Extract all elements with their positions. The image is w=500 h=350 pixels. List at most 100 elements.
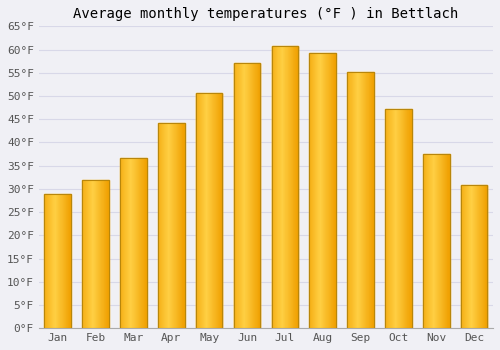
Bar [212, 93, 213, 328]
Bar [389, 110, 390, 328]
Bar [385, 110, 386, 328]
Bar [94, 180, 95, 328]
Bar [205, 93, 206, 328]
Bar [176, 123, 177, 328]
Bar [169, 123, 170, 328]
Bar [321, 53, 322, 328]
Bar [272, 46, 273, 328]
Bar [133, 158, 134, 328]
Bar [479, 185, 480, 328]
Bar [46, 194, 47, 328]
Bar [63, 194, 64, 328]
Bar [197, 93, 198, 328]
Bar [44, 194, 71, 328]
Bar [93, 180, 94, 328]
Bar [236, 63, 237, 328]
Bar [484, 185, 486, 328]
Bar [47, 194, 48, 328]
Bar [196, 93, 222, 328]
Bar [373, 72, 374, 328]
Bar [130, 158, 131, 328]
Bar [335, 53, 336, 328]
Bar [333, 53, 334, 328]
Bar [89, 180, 90, 328]
Bar [466, 185, 467, 328]
Bar [65, 194, 66, 328]
Bar [96, 180, 97, 328]
Bar [237, 63, 238, 328]
Bar [126, 158, 127, 328]
Bar [432, 154, 433, 328]
Bar [135, 158, 136, 328]
Bar [397, 110, 398, 328]
Bar [448, 154, 449, 328]
Bar [60, 194, 61, 328]
Bar [259, 63, 260, 328]
Bar [173, 123, 174, 328]
Bar [179, 123, 180, 328]
Bar [431, 154, 432, 328]
Bar [250, 63, 251, 328]
Bar [209, 93, 210, 328]
Bar [165, 123, 166, 328]
Bar [201, 93, 202, 328]
Bar [258, 63, 259, 328]
Bar [348, 72, 349, 328]
Bar [358, 72, 359, 328]
Bar [181, 123, 182, 328]
Bar [164, 123, 165, 328]
Bar [122, 158, 123, 328]
Bar [85, 180, 86, 328]
Bar [256, 63, 257, 328]
Bar [158, 123, 159, 328]
Bar [316, 53, 317, 328]
Bar [350, 72, 351, 328]
Bar [144, 158, 145, 328]
Bar [62, 194, 63, 328]
Bar [482, 185, 483, 328]
Bar [221, 93, 222, 328]
Bar [332, 53, 333, 328]
Bar [387, 110, 388, 328]
Bar [362, 72, 363, 328]
Bar [105, 180, 106, 328]
Bar [356, 72, 357, 328]
Bar [478, 185, 479, 328]
Bar [124, 158, 125, 328]
Bar [348, 72, 374, 328]
Bar [50, 194, 51, 328]
Bar [160, 123, 161, 328]
Bar [290, 46, 291, 328]
Bar [367, 72, 368, 328]
Bar [183, 123, 184, 328]
Bar [445, 154, 446, 328]
Bar [364, 72, 365, 328]
Bar [274, 46, 275, 328]
Bar [235, 63, 236, 328]
Bar [137, 158, 138, 328]
Bar [334, 53, 335, 328]
Bar [447, 154, 448, 328]
Bar [326, 53, 327, 328]
Bar [45, 194, 46, 328]
Bar [68, 194, 69, 328]
Bar [213, 93, 214, 328]
Bar [395, 110, 396, 328]
Bar [349, 72, 350, 328]
Bar [70, 194, 71, 328]
Bar [61, 194, 62, 328]
Bar [97, 180, 98, 328]
Title: Average monthly temperatures (°F ) in Bettlach: Average monthly temperatures (°F ) in Be… [74, 7, 458, 21]
Bar [95, 180, 96, 328]
Bar [325, 53, 326, 328]
Bar [140, 158, 141, 328]
Bar [311, 53, 312, 328]
Bar [285, 46, 286, 328]
Bar [437, 154, 438, 328]
Bar [443, 154, 444, 328]
Bar [127, 158, 128, 328]
Bar [101, 180, 102, 328]
Bar [318, 53, 319, 328]
Bar [481, 185, 482, 328]
Bar [471, 185, 472, 328]
